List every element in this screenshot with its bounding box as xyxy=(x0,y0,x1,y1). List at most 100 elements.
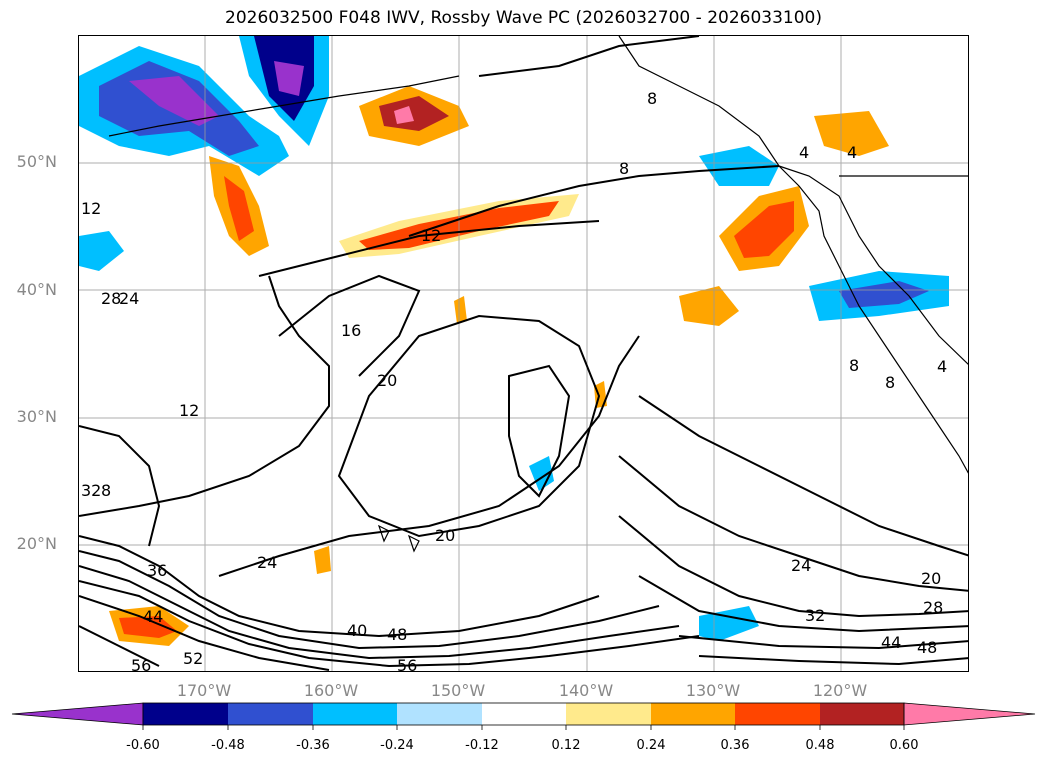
colorbar-frame xyxy=(142,702,905,726)
colorbar-segment xyxy=(397,703,482,725)
contour-52 xyxy=(79,595,330,671)
contour-label: 20 xyxy=(377,371,397,390)
lon-label-130w: 130°W xyxy=(685,681,741,700)
colorbar-segment xyxy=(11,702,144,726)
contour-label: 24 xyxy=(257,553,277,572)
shade-negative-coast xyxy=(699,146,779,186)
island-hawaii-2 xyxy=(407,534,420,553)
contour-label: 24 xyxy=(119,289,139,308)
shade-positive-coast-inner xyxy=(734,201,794,258)
contour-label: 44 xyxy=(143,607,163,626)
contour-east-32 xyxy=(638,575,968,633)
coast-inland xyxy=(778,165,968,365)
island-hawaii xyxy=(377,524,390,543)
contour-label: 4 xyxy=(799,143,809,162)
contour-label: 48 xyxy=(387,625,407,644)
contour-label: 20 xyxy=(435,526,455,545)
colorbar-label: 0.36 xyxy=(720,738,750,753)
contour-16 xyxy=(278,274,421,377)
colorbar-segment xyxy=(313,703,397,725)
shade-positive-nw-coast xyxy=(814,111,889,156)
contour-label: 16 xyxy=(341,321,361,340)
contour-56 xyxy=(79,625,160,667)
contour-label: 32 xyxy=(805,606,825,625)
coastlines xyxy=(108,36,968,553)
colorbar xyxy=(11,702,1036,730)
contour-label: 32 xyxy=(81,481,101,500)
coast-aleutian xyxy=(108,75,460,137)
contour-east-24 xyxy=(618,455,968,592)
shade-positive-top-inner xyxy=(379,96,449,131)
contour-label: 28 xyxy=(923,598,943,617)
contour-east-44 xyxy=(678,635,968,650)
shade-positive-offshore xyxy=(679,286,739,326)
contour-inner-loop xyxy=(508,364,571,498)
shade-negative-inland-inner xyxy=(839,281,929,308)
figure-title: 2026032500 F048 IWV, Rossby Wave PC (202… xyxy=(225,8,822,28)
lat-label-40n: 40°N xyxy=(16,280,57,299)
colorbar-segment xyxy=(903,702,1036,726)
lat-label-20n: 20°N xyxy=(16,534,57,553)
colorbar-label: 0.60 xyxy=(889,738,919,753)
contour-label: 20 xyxy=(921,569,941,588)
shade-positive-left-inner xyxy=(224,176,254,241)
contour-12-band xyxy=(258,220,600,277)
colorbar-segment xyxy=(651,703,735,725)
colorbar-segment xyxy=(820,703,904,725)
contour-48 xyxy=(79,580,700,668)
shade-negative-north-core xyxy=(274,61,304,96)
contour-label: 48 xyxy=(917,638,937,657)
contour-label: 8 xyxy=(885,373,895,392)
contour-east-48 xyxy=(698,655,968,666)
shade-small-1 xyxy=(529,456,554,491)
shade-positive-top-core xyxy=(394,106,414,124)
colorbar-label: -0.12 xyxy=(465,738,499,753)
colorbar-label: 0.48 xyxy=(805,738,835,753)
contour-28-a xyxy=(79,275,330,517)
contour-label: 40 xyxy=(347,621,367,640)
contour-32-west xyxy=(79,425,161,547)
colorbar-label: 0.12 xyxy=(551,738,581,753)
lon-label-120w: 120°W xyxy=(812,681,868,700)
contour-label: 8 xyxy=(849,356,859,375)
contour-east-28 xyxy=(618,515,968,618)
contour-label: 44 xyxy=(881,633,901,652)
shade-small-3 xyxy=(314,546,331,574)
contour-44 xyxy=(79,565,680,660)
colorbar-label: -0.60 xyxy=(126,738,160,753)
colorbar-segment xyxy=(566,703,651,725)
contour-24-a xyxy=(218,335,640,577)
coast-alaska xyxy=(618,36,968,474)
contour-label: 36 xyxy=(147,561,167,580)
shading-layer xyxy=(79,36,949,646)
contour-36 xyxy=(79,535,600,638)
colorbar-label: -0.48 xyxy=(211,738,245,753)
lon-label-170w: 170°W xyxy=(176,681,232,700)
contour-east-20 xyxy=(638,395,968,557)
graticule xyxy=(79,36,968,671)
contour-label: 12 xyxy=(179,401,199,420)
colorbar-segment xyxy=(735,703,820,725)
lat-label-50n: 50°N xyxy=(16,152,57,171)
colorbar-segment xyxy=(143,703,228,725)
contour-label: 8 xyxy=(619,159,629,178)
colorbar-segment xyxy=(482,703,566,725)
contour-label: 24 xyxy=(791,556,811,575)
contour-label: 12 xyxy=(81,199,101,218)
map-panel: 8 8 4 4 12 12 28 24 16 20 12 32 8 20 24 … xyxy=(78,35,969,672)
colorbar-ticks xyxy=(142,725,905,730)
shade-small-5 xyxy=(79,231,124,271)
contour-label: 28 xyxy=(101,289,121,308)
lon-label-150w: 150°W xyxy=(430,681,486,700)
contour-label: 12 xyxy=(421,226,441,245)
colorbar-label: -0.24 xyxy=(380,738,414,753)
contour-8-top xyxy=(478,36,700,77)
shade-positive-southwest-inner xyxy=(119,616,177,638)
contour-label: 4 xyxy=(937,357,947,376)
lon-label-160w: 160°W xyxy=(303,681,359,700)
colorbar-label: -0.36 xyxy=(296,738,330,753)
shade-negative-nw-core xyxy=(129,76,219,126)
contour-label-layer: 8 8 4 4 12 12 28 24 16 20 12 32 8 20 24 … xyxy=(81,89,947,671)
shade-negative-southeast xyxy=(699,606,759,641)
lon-label-140w: 140°W xyxy=(558,681,614,700)
